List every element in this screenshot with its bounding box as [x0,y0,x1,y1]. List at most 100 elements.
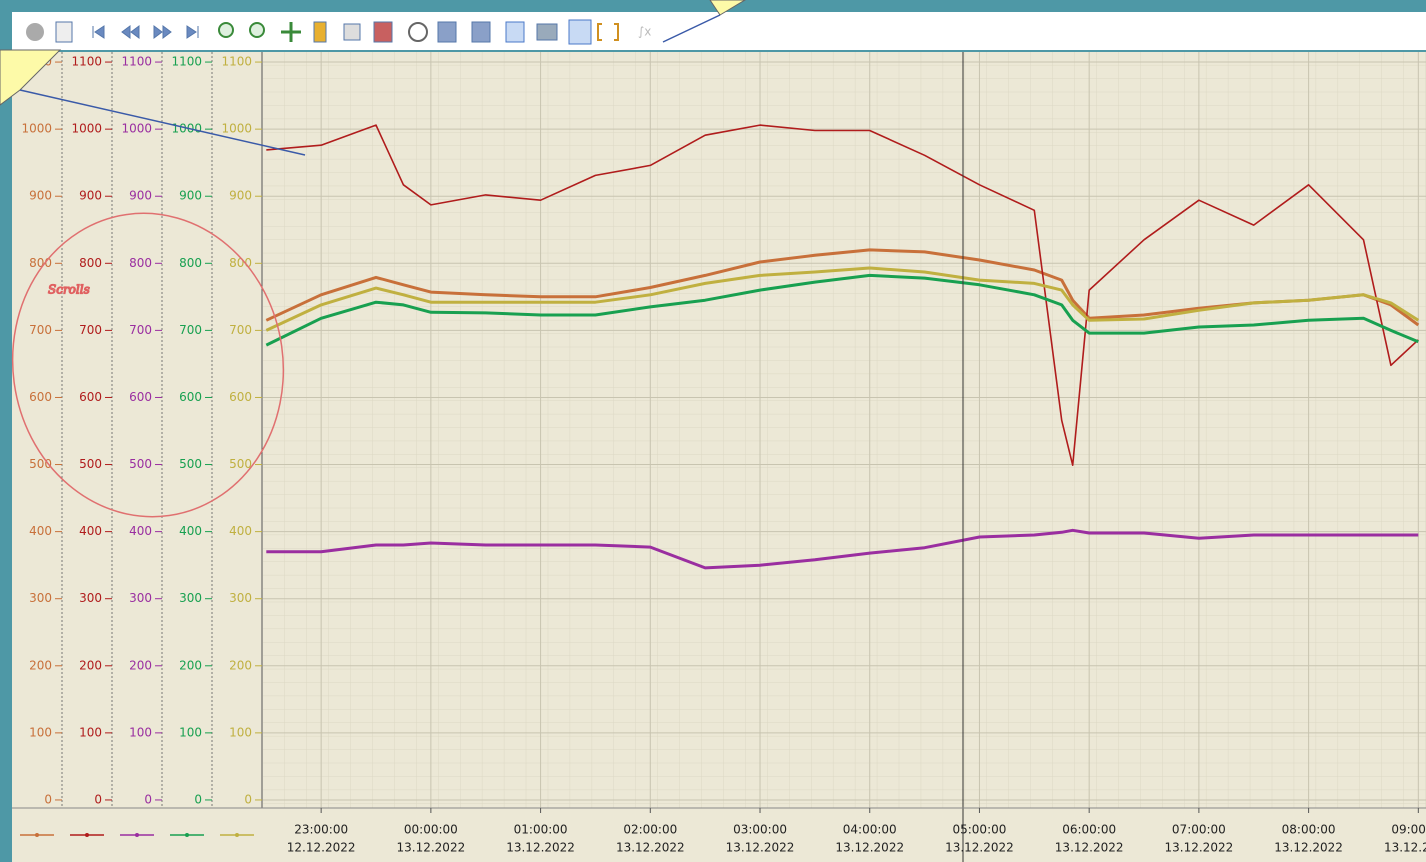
x-tick-label: 06:00:00 [1062,823,1116,837]
y-tick-label: 1000 [71,122,102,136]
x-tick-label: 03:00:00 [733,823,787,837]
y-tick-label: 1000 [121,122,152,136]
y-tick-label: 1000 [221,122,252,136]
x-tick-date: 13.12.2022 [1055,841,1124,855]
y-tick-label: 400 [29,524,52,538]
callout-left-pointer [19,89,306,156]
pause-button[interactable] [505,21,525,43]
back-button[interactable] [121,25,140,39]
y-tick-label: 300 [129,591,152,605]
x-tick-date: 13.12.2022 [397,841,466,855]
help-button[interactable] [26,23,44,41]
y-tick-label: 1000 [21,122,52,136]
bracket-button[interactable] [597,23,619,41]
y-tick-label: 900 [29,189,52,203]
scroll-circle [11,212,285,518]
scroll-note: Scrolls [48,283,90,297]
toolbar-buttons: ∫x [26,19,651,45]
x-tick-date: 13.12.2022 [616,841,685,855]
x-tick-label: 01:00:00 [514,823,568,837]
x-tick-date: 13.12.2022 [835,841,904,855]
x-tick-label: 02:00:00 [623,823,677,837]
y-tick-label: 1100 [121,55,152,69]
y-tick-label: 400 [179,524,202,538]
x-tick-date: 13.12.2022 [726,841,795,855]
y-tick-label: 900 [79,189,102,203]
series-line [266,528,1419,570]
annotations: Scrolls [0,0,746,518]
x-tick-date: 13.12.2022 [945,841,1014,855]
y-tick-label: 700 [229,323,252,337]
grid [263,52,1426,808]
x-tick-label: 04:00:00 [843,823,897,837]
legend-marker [185,833,189,837]
x-tick-date: 13.12.2022 [1274,841,1343,855]
y-tick-label: 300 [229,591,252,605]
legend-marker [85,833,89,837]
minor-grid [263,52,1426,808]
cursor-button[interactable] [568,19,592,45]
x-tick-date: 13.12.2022 [506,841,575,855]
last-button[interactable] [186,25,199,39]
y-tick-label: 500 [229,457,252,471]
toolbar [12,12,1426,50]
y-tick-label: 600 [129,390,152,404]
first-button[interactable] [92,25,105,39]
y-tick-label: 1100 [71,55,102,69]
y-tick-label: 700 [179,323,202,337]
forward-button[interactable] [153,25,172,39]
y-tick-label: 0 [144,792,152,806]
zoom-in-button[interactable] [249,22,265,38]
x-tick-date: 13.12.2022 [1165,841,1234,855]
y-tick-label: 700 [29,323,52,337]
y-tick-label: 800 [229,256,252,270]
y-tick-label: 500 [129,457,152,471]
y-tick-label: 200 [229,658,252,672]
compare-button[interactable] [437,21,457,43]
y-tick-label: 800 [79,256,102,270]
zoom-fit-button[interactable] [218,22,234,38]
y-tick-label: 1100 [171,55,202,69]
callout-left [0,49,62,106]
y-tick-label: 100 [29,725,52,739]
y-tick-label: 700 [79,323,102,337]
grid-button[interactable] [343,23,361,41]
export-button[interactable] [55,21,73,43]
y-tick-label: 300 [29,591,52,605]
series-line [265,273,1419,347]
y-tick-label: 300 [179,591,202,605]
y-tick-label: 500 [79,457,102,471]
y-tick-label: 500 [179,457,202,471]
y-tick-label: 600 [79,390,102,404]
y-tick-label: 100 [129,725,152,739]
callout-top-pointer [662,14,721,43]
y-tick-label: 400 [229,524,252,538]
x-tick-date: 12.12.2022 [287,841,356,855]
series-line [265,266,1420,332]
pan-button[interactable] [281,22,301,42]
x-tick-label: 09:00:00 [1391,823,1426,837]
table-button[interactable] [373,21,393,43]
y-tick-label: 700 [129,323,152,337]
legend-marker [235,833,239,837]
scale-button[interactable] [313,21,327,43]
y-tick-label: 900 [179,189,202,203]
x-axis: 23:00:00 12.12.2022 00:00:00 13.12.2022 01:0… [287,808,1426,855]
compare2-button[interactable] [471,21,491,43]
y-tick-label: 200 [179,658,202,672]
print-button[interactable] [536,23,558,41]
x-tick-label: 08:00:00 [1282,823,1336,837]
y-tick-label: 600 [29,390,52,404]
y-tick-label: 0 [44,792,52,806]
y-tick-label: 900 [129,189,152,203]
y-tick-label: 800 [179,256,202,270]
y-tick-label: 600 [229,390,252,404]
time-button[interactable] [408,22,428,42]
y-tick-label: 600 [179,390,202,404]
y-tick-label: 200 [129,658,152,672]
y-tick-label: 400 [129,524,152,538]
formula-button[interactable]: ∫x [638,25,651,39]
y-tick-label: 1100 [221,55,252,69]
